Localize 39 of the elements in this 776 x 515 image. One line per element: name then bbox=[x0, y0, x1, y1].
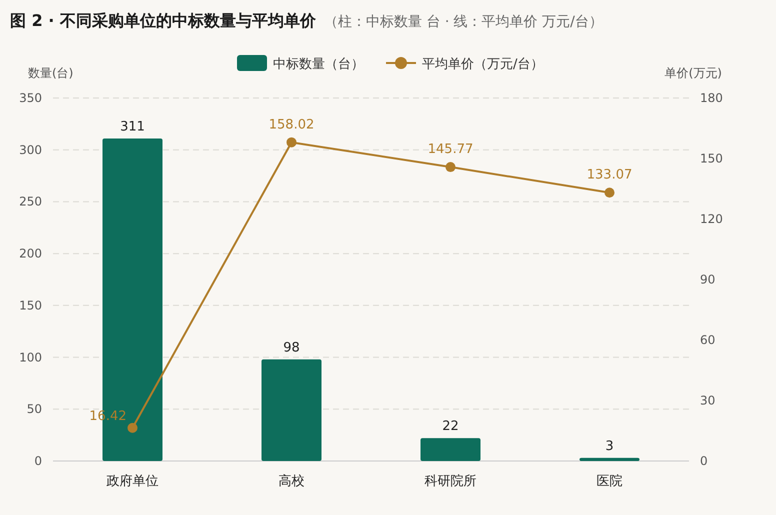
bar bbox=[262, 359, 322, 461]
bar bbox=[420, 438, 480, 461]
y2-tick-label: 60 bbox=[700, 333, 716, 347]
y2-axis-title: 单价(万元) bbox=[664, 66, 722, 80]
y2-tick-label: 90 bbox=[700, 272, 716, 286]
y-tick-label: 150 bbox=[19, 298, 42, 312]
data-label: 3 bbox=[605, 438, 614, 454]
y-tick-label: 0 bbox=[34, 454, 42, 468]
bar bbox=[580, 458, 640, 461]
data-label: 311 bbox=[120, 119, 145, 134]
x-tick-label: 政府单位 bbox=[106, 473, 158, 489]
y2-tick-label: 180 bbox=[700, 91, 723, 105]
data-label: 98 bbox=[283, 340, 300, 356]
data-label: 145.77 bbox=[428, 142, 474, 158]
chart-subtitle: （柱：中标数量 台 · 线：平均单价 万元/台） bbox=[324, 14, 603, 30]
y2-tick-label: 150 bbox=[700, 152, 723, 166]
legend-label: 中标数量（台） bbox=[273, 57, 364, 72]
data-label: 133.07 bbox=[586, 168, 632, 183]
y-tick-label: 200 bbox=[19, 246, 42, 261]
y-tick-label: 350 bbox=[19, 91, 42, 105]
y-tick-label: 300 bbox=[19, 142, 42, 157]
y-tick-label: 50 bbox=[26, 402, 42, 416]
data-label: 158.02 bbox=[268, 117, 314, 132]
y2-tick-label: 0 bbox=[700, 454, 708, 468]
y2-tick-label: 30 bbox=[700, 394, 716, 408]
x-tick-label: 科研院所 bbox=[424, 474, 476, 489]
point bbox=[128, 422, 138, 433]
y-axis-title: 数量(台) bbox=[28, 66, 74, 80]
x-tick-label: 高校 bbox=[278, 473, 304, 489]
y-tick-label: 250 bbox=[19, 194, 42, 209]
chart-title: 图 2 · 不同采购单位的中标数量与平均单价 bbox=[10, 11, 317, 30]
y-tick-label: 100 bbox=[19, 350, 42, 364]
point bbox=[286, 137, 296, 148]
x-tick-label: 医院 bbox=[596, 474, 622, 489]
y2-tick-label: 120 bbox=[700, 212, 723, 226]
data-label: 22 bbox=[442, 419, 459, 434]
point bbox=[604, 188, 614, 198]
legend-label: 平均单价（万元/台） bbox=[422, 57, 544, 72]
point bbox=[446, 162, 456, 172]
